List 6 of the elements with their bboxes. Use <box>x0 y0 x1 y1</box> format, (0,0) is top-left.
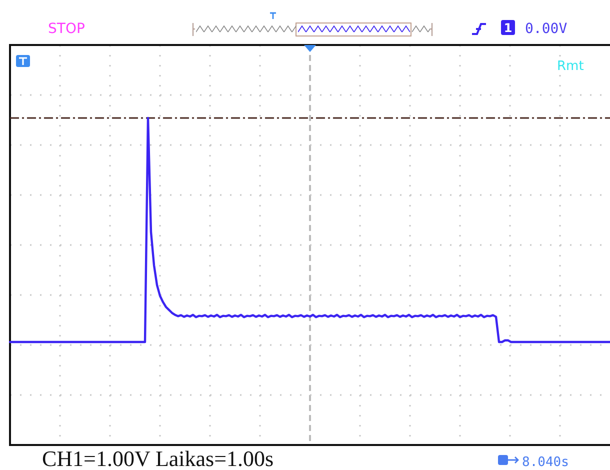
text: Rmt <box>557 59 584 74</box>
text: 0.00V <box>525 21 568 37</box>
text: CH1=1.00V Laikas=1.00s <box>42 446 274 470</box>
text: 8.040s <box>522 455 569 470</box>
text: STOP <box>48 21 85 37</box>
text: 1 <box>504 21 512 35</box>
